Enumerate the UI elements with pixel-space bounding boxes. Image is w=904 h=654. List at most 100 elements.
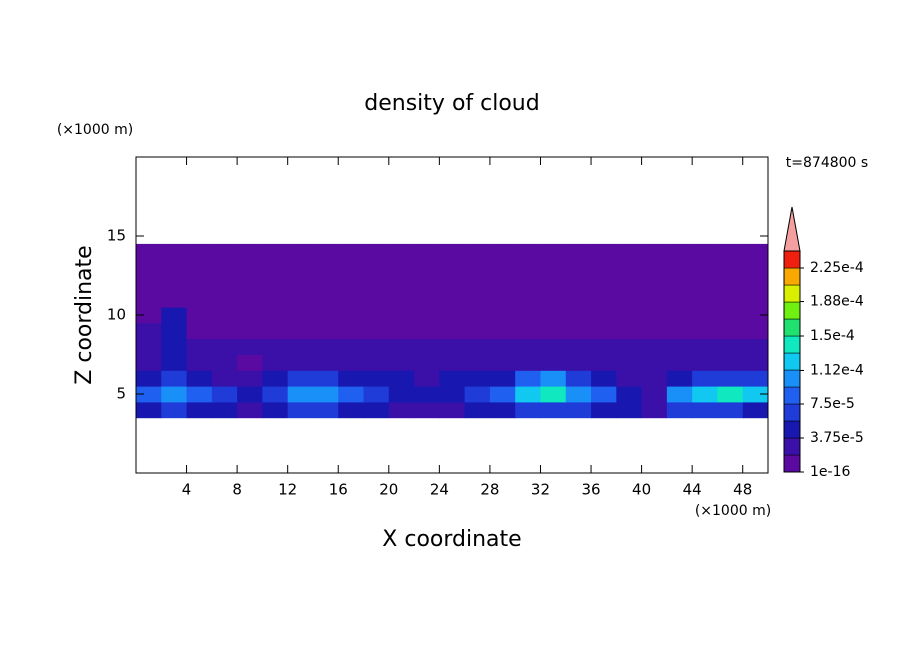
x-unit: (×1000 m) <box>695 503 771 519</box>
contour-cell <box>717 338 744 355</box>
contour-cell <box>136 243 162 261</box>
contour-cell <box>211 354 238 371</box>
x-tick-label: 48 <box>733 481 752 499</box>
x-tick-label: 20 <box>379 481 398 499</box>
contour-cell <box>439 243 466 261</box>
contour-cell <box>515 243 541 261</box>
contour-cell <box>211 243 238 261</box>
contour-cell <box>388 370 415 387</box>
contour-cell <box>439 307 466 324</box>
contour-cell <box>287 322 314 340</box>
contour-cell <box>237 259 263 276</box>
contour-cell <box>439 401 466 419</box>
contour-cell <box>161 338 188 355</box>
contour-cell <box>641 354 668 371</box>
contour-cell <box>616 275 643 292</box>
contour-cell <box>186 338 213 355</box>
y-tick-label: 5 <box>116 385 126 403</box>
contour-cell <box>211 401 238 419</box>
contour-cell <box>287 243 314 261</box>
contour-cell <box>414 243 440 261</box>
contour-cell <box>540 307 567 324</box>
contour-cell <box>161 243 188 261</box>
contour-cell <box>312 401 339 419</box>
contour-cell <box>237 275 263 292</box>
contour-cell <box>515 307 541 324</box>
contour-cell <box>211 338 238 355</box>
contour-cell <box>666 322 693 340</box>
contour-cell <box>489 275 516 292</box>
contour-cell <box>388 322 415 340</box>
contour-cell <box>641 259 668 276</box>
contour-cell <box>641 243 668 261</box>
contour-cell <box>363 243 390 261</box>
contour-cell <box>489 243 516 261</box>
contour-cell <box>136 259 162 276</box>
contour-cell <box>616 401 643 419</box>
contour-cell <box>237 338 263 355</box>
contour-cell <box>161 370 188 387</box>
contour-cell <box>363 338 390 355</box>
contour-cell <box>616 386 643 403</box>
contour-cell <box>464 259 491 276</box>
contour-cell <box>540 338 567 355</box>
contour-cell <box>338 401 365 419</box>
contour-cell <box>338 354 365 371</box>
contour-cell <box>287 354 314 371</box>
contour-cell <box>287 307 314 324</box>
contour-cell <box>742 401 769 419</box>
contour-cell <box>388 307 415 324</box>
contour-cell <box>515 291 541 308</box>
contour-cell <box>136 291 162 308</box>
contour-cell <box>161 307 188 324</box>
contour-cell <box>262 354 289 371</box>
contour-cell <box>363 370 390 387</box>
contour-cell <box>414 370 440 387</box>
contour-cell <box>641 291 668 308</box>
contour-cell <box>717 307 744 324</box>
contour-cell <box>717 386 744 403</box>
contour-cell <box>186 275 213 292</box>
contour-cell <box>742 243 769 261</box>
contour-cell <box>439 354 466 371</box>
contour-cell <box>186 291 213 308</box>
contour-cell <box>237 401 263 419</box>
contour-cell <box>363 275 390 292</box>
contour-cell <box>136 338 162 355</box>
contour-cell <box>489 370 516 387</box>
colorbar-band <box>783 335 801 354</box>
contour-cell <box>641 322 668 340</box>
contour-cell <box>161 401 188 419</box>
contour-cell <box>540 401 567 419</box>
contour-cell <box>363 322 390 340</box>
colorbar-band <box>783 420 801 439</box>
contour-cell <box>540 386 567 403</box>
contour-cell <box>439 275 466 292</box>
contour-cell <box>388 354 415 371</box>
contour-cell <box>312 307 339 324</box>
contour-cell <box>237 354 263 371</box>
contour-cell <box>692 275 718 292</box>
contour-cell <box>717 291 744 308</box>
contour-cell <box>717 243 744 261</box>
contour-cell <box>464 307 491 324</box>
contour-cell <box>161 259 188 276</box>
contour-cell <box>464 322 491 340</box>
contour-cell <box>666 370 693 387</box>
contour-cell <box>161 322 188 340</box>
contour-cell <box>439 338 466 355</box>
colorbar-band <box>783 301 801 320</box>
contour-cell <box>666 338 693 355</box>
colorbar-tick-label: 3.75e-5 <box>810 430 864 446</box>
contour-cell <box>717 322 744 340</box>
contour-cell <box>742 386 769 403</box>
contour-cell <box>540 243 567 261</box>
contour-cell <box>211 322 238 340</box>
contour-cell <box>262 243 289 261</box>
contour-cell <box>338 322 365 340</box>
contour-cell <box>211 386 238 403</box>
contour-cell <box>312 243 339 261</box>
contour-cell <box>717 401 744 419</box>
contour-cell <box>439 322 466 340</box>
contour-cell <box>262 322 289 340</box>
